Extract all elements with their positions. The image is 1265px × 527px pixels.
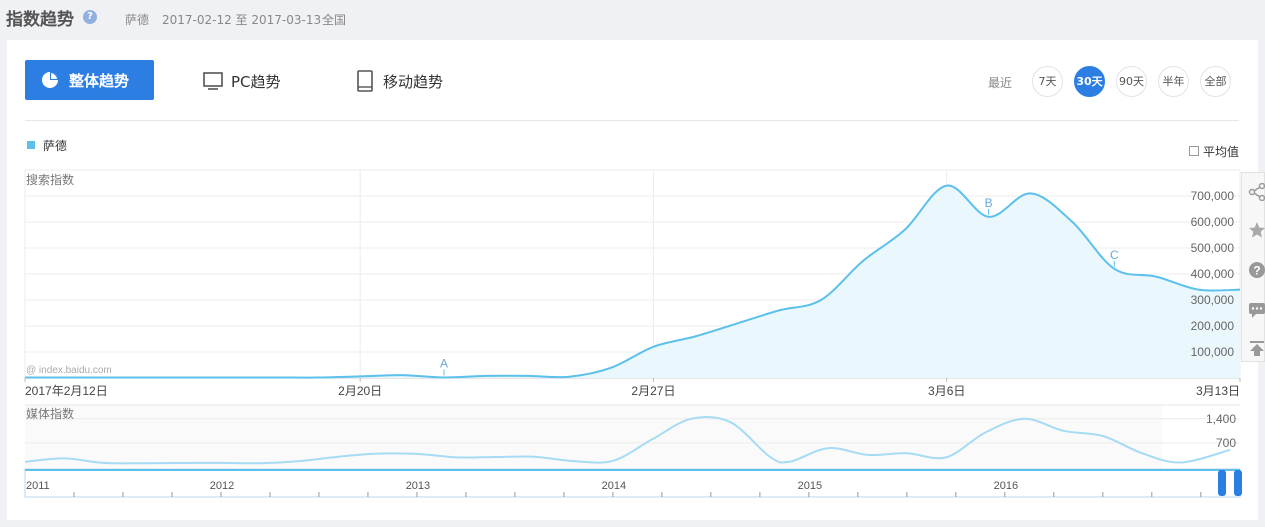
main-y-tick-label: 600,000 (1191, 215, 1235, 229)
main-x-tick-label: 2月27日 (631, 384, 675, 398)
range-label: 最近 (988, 76, 1013, 90)
average-checkbox[interactable] (1189, 146, 1199, 156)
divider (25, 120, 1239, 121)
back-to-top-icon[interactable] (1248, 339, 1265, 357)
phone-icon (357, 70, 373, 92)
annotation-c[interactable]: C (1110, 248, 1119, 262)
timeline-navigator[interactable] (24, 468, 1241, 498)
search-index-area (25, 185, 1240, 378)
main-x-tick-label: 3月13日 (1196, 384, 1240, 398)
media-y-tick-label: 1,400 (1206, 412, 1236, 426)
media-y-tick-label: 700 (1216, 436, 1236, 450)
search-index-line[interactable] (25, 184, 1241, 379)
main-x-tick-label: 3月6日 (928, 384, 965, 398)
navigator-year-label: 2014 (602, 480, 626, 492)
star-icon[interactable] (1248, 221, 1265, 239)
side-toolbar: ? (1241, 172, 1265, 362)
annotation-b[interactable]: B (985, 196, 993, 210)
media-plot-area (25, 405, 1162, 467)
top-bar: 指数趋势 ? 萨德 2017-02-12 至 2017-03-13 全国 (0, 0, 1265, 38)
navigator-top-line (25, 469, 1240, 471)
pc-trend-label: PC趋势 (231, 73, 281, 91)
navigator-year-label: 2016 (994, 480, 1018, 492)
main-y-axis-label: 搜索指数 (26, 172, 74, 187)
main-x-tick-label: 2017年2月12日 (25, 384, 108, 398)
legend-label[interactable]: 萨德 (43, 139, 68, 153)
annotation-a[interactable]: A (440, 356, 448, 370)
range-90d-button[interactable]: 90天 (1116, 66, 1147, 97)
average-label: 平均值 (1203, 145, 1240, 159)
main-y-tick-label: 400,000 (1191, 267, 1235, 281)
media-y-axis-label: 媒体指数 (26, 406, 74, 421)
navigator-right-handle[interactable] (1234, 470, 1242, 496)
page-title: 指数趋势 (6, 10, 74, 30)
media-index-line[interactable] (24, 415, 1231, 465)
date-range-text: 2017-02-12 至 2017-03-13 (162, 13, 322, 27)
navigator-year-label: 2012 (210, 480, 234, 492)
main-x-tick-label: 2月20日 (338, 384, 382, 398)
question-icon[interactable]: ? (1248, 261, 1265, 279)
main-y-tick-label: 300,000 (1191, 293, 1235, 307)
navigator-year-label: 2015 (798, 480, 822, 492)
legend-swatch (27, 141, 35, 149)
range-all-button[interactable]: 全部 (1200, 66, 1231, 97)
range-7d-button[interactable]: 7天 (1032, 66, 1063, 97)
main-y-tick-label: 500,000 (1191, 241, 1235, 255)
navigator-left-handle[interactable] (1218, 470, 1226, 496)
mobile-trend-label: 移动趋势 (383, 73, 444, 91)
main-y-tick-label: 100,000 (1191, 345, 1235, 359)
comment-icon[interactable] (1248, 301, 1265, 319)
overall-trend-button[interactable]: 整体趋势 (25, 60, 154, 100)
range-half-year-button[interactable]: 半年 (1158, 66, 1189, 97)
svg-text:?: ? (1253, 264, 1260, 278)
share-icon[interactable] (1248, 183, 1265, 201)
range-30d-button[interactable]: 30天 (1074, 66, 1105, 97)
pie-chart-icon (42, 72, 58, 88)
help-icon[interactable]: ? (83, 10, 97, 24)
main-y-tick-label: 700,000 (1191, 189, 1235, 203)
watermark: @ index.baidu.com (26, 365, 112, 376)
region-text: 全国 (322, 13, 347, 27)
keyword-text: 萨德 (125, 13, 150, 27)
navigator-year-label: 2013 (406, 480, 430, 492)
navigator-year-label: 2011 (26, 480, 50, 492)
monitor-icon (203, 72, 223, 90)
main-y-tick-label: 200,000 (1191, 319, 1235, 333)
overall-trend-label: 整体趋势 (69, 72, 130, 90)
